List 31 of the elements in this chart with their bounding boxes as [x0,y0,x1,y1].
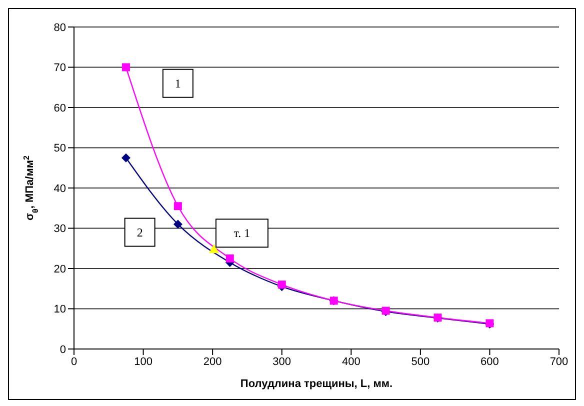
y-tick-label: 60 [54,102,66,114]
x-tick-label: 500 [411,356,430,368]
y-tick-label: 30 [54,223,66,236]
x-tick-label: 600 [480,356,499,368]
y-tick-label: 40 [54,182,66,195]
y-tick-label: 50 [54,142,66,155]
x-tick-label: 300 [272,356,292,368]
x-tick-label: 200 [203,356,222,368]
x-tick-label: 0 [70,356,78,368]
x-tick-label: 100 [134,356,152,368]
text-box: 2 [124,218,156,247]
y-tick-label: 10 [54,304,66,316]
annotation: 1 [174,76,181,90]
y-tick-label: 70 [54,62,66,74]
y-tick-label: 0 [60,344,66,356]
point [121,153,130,162]
y-tick-label: 20 [54,263,66,276]
x-axis-title: Полудлина трещины, L, мм. [240,378,393,390]
point [278,280,286,289]
point [173,220,182,229]
annotation: 2 [136,225,143,240]
y-tick-label: 80 [54,22,66,34]
point [122,63,130,72]
x-tick-label: 400 [342,356,360,368]
point [174,202,182,210]
point [226,254,234,262]
x-tick-label: 700 [550,356,568,368]
point [208,244,219,254]
text-box: 1 [162,68,194,98]
series-label: т. 1 [234,226,250,240]
text-box: т. 1 [215,218,268,248]
